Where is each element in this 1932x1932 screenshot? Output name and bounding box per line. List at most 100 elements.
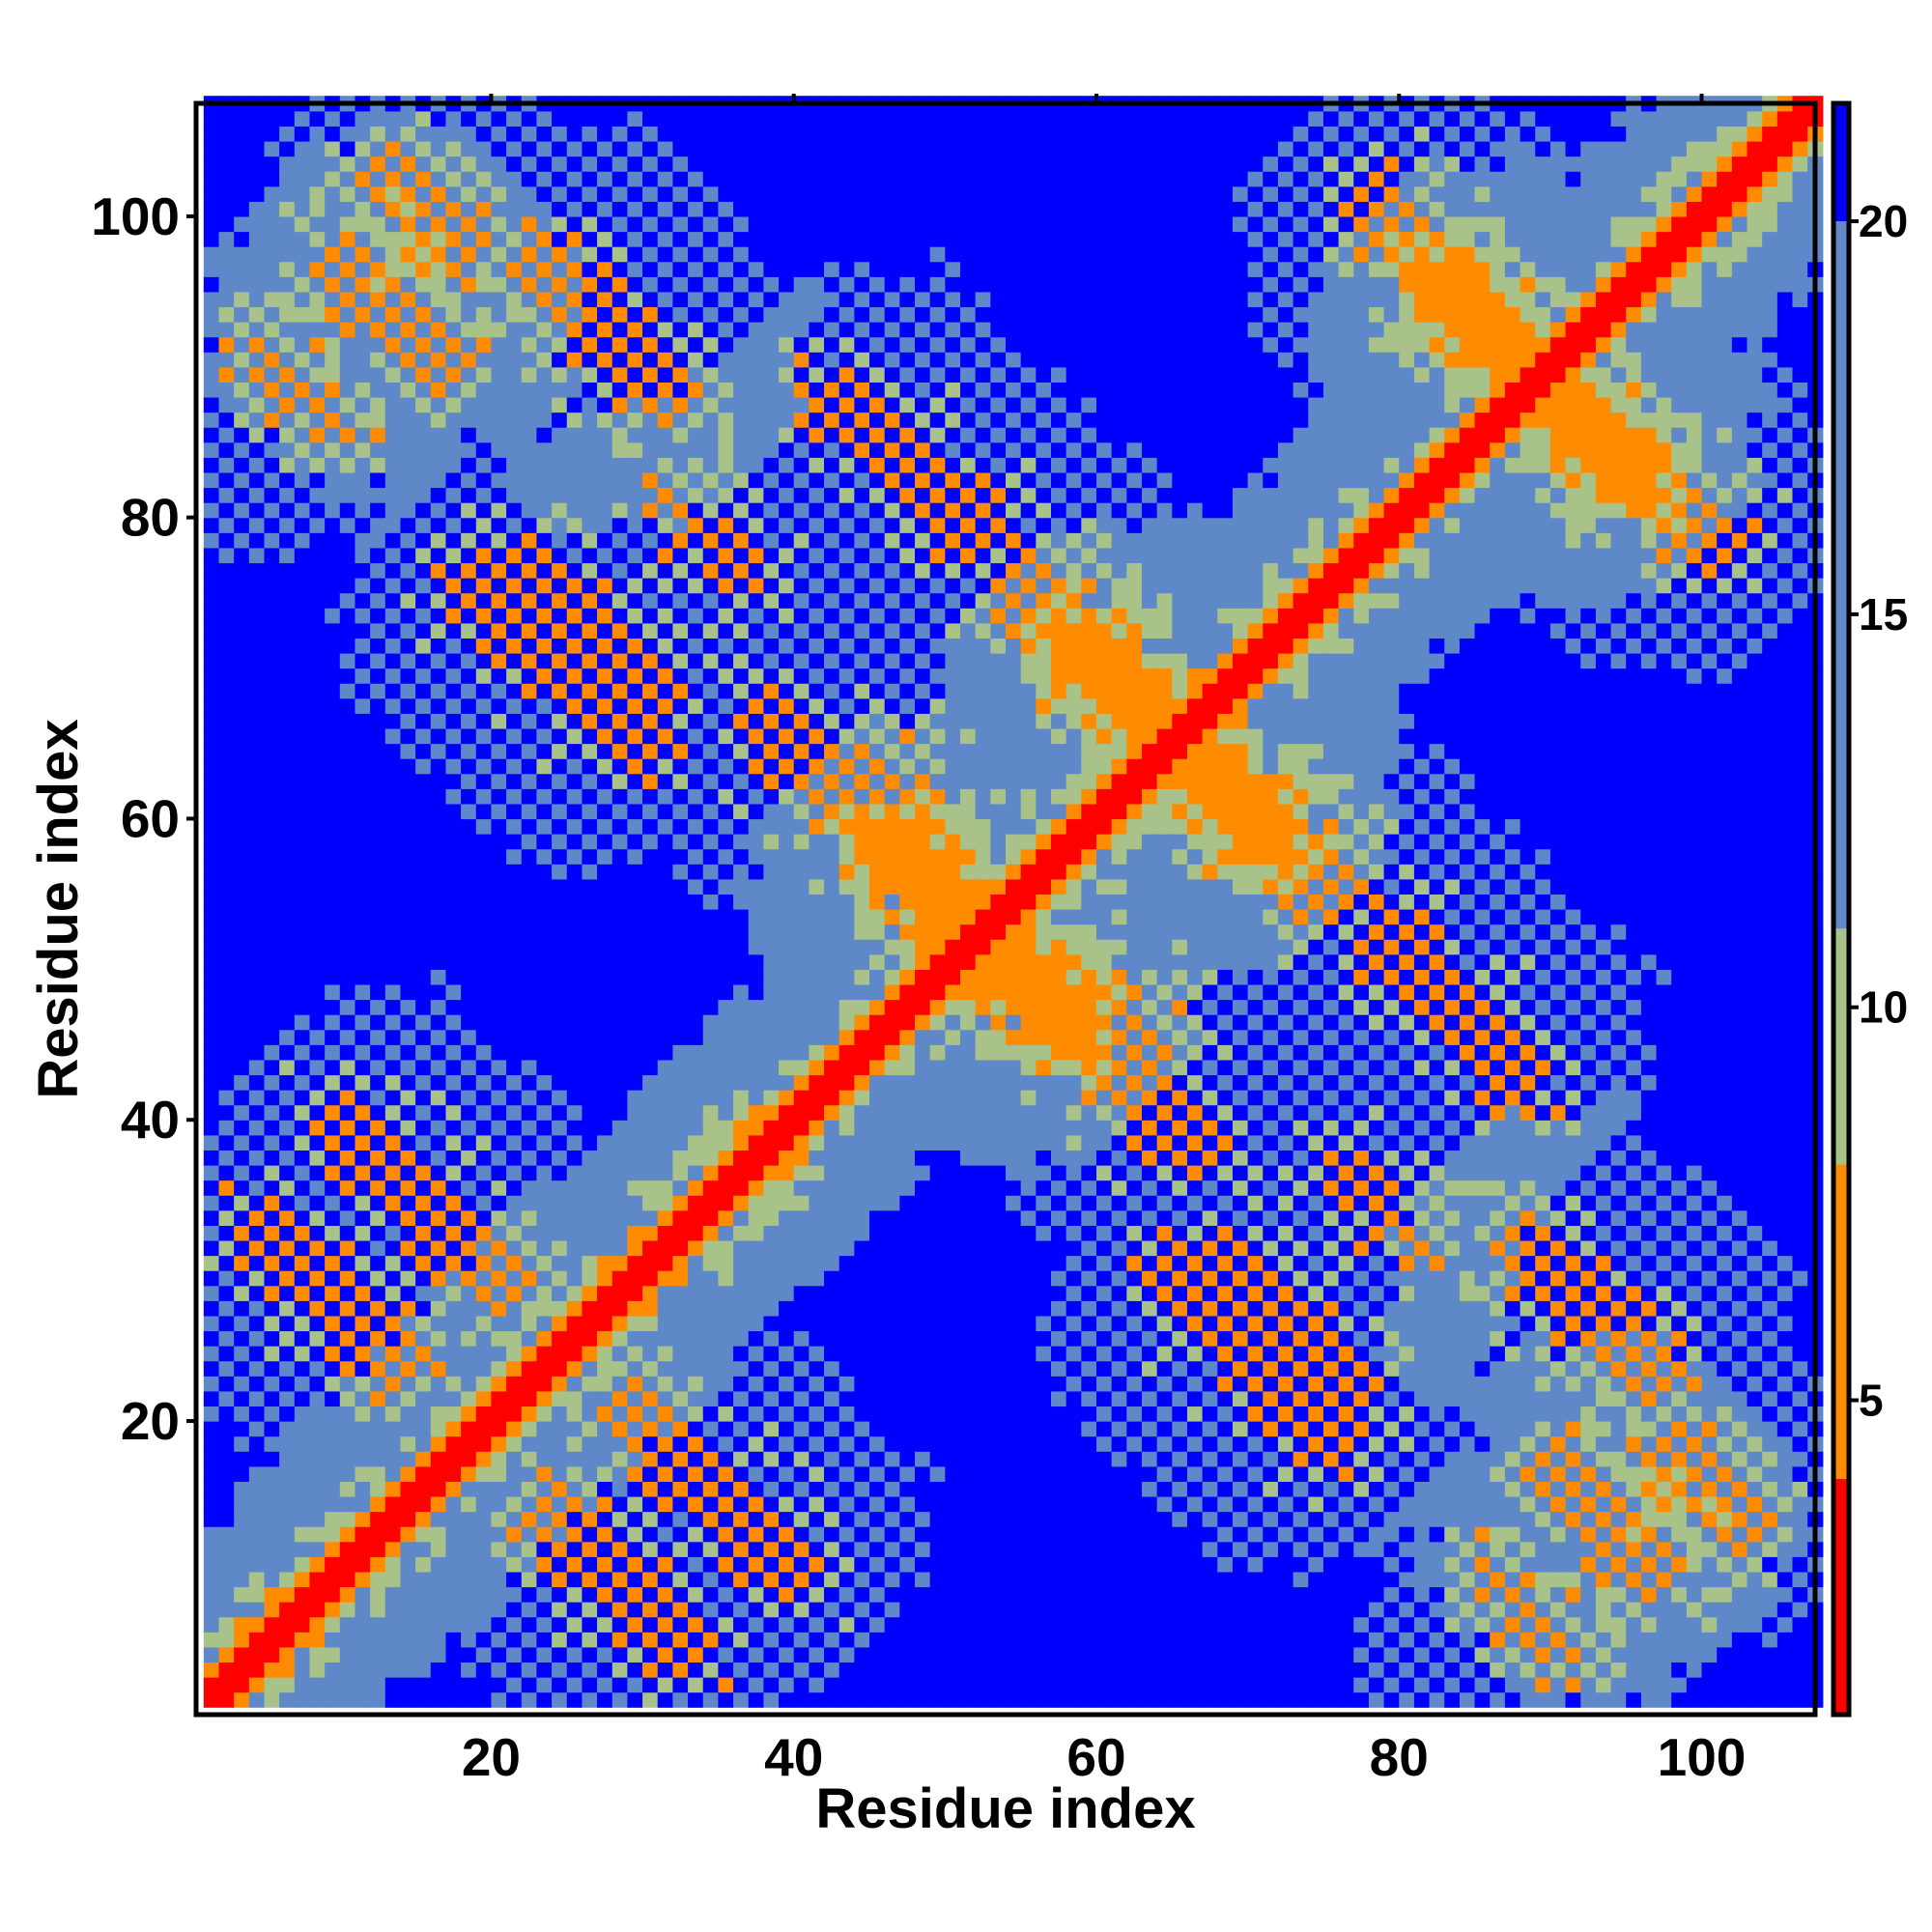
heatmap-cell <box>430 939 447 955</box>
heatmap-cell <box>279 999 296 1015</box>
heatmap-cell <box>430 1376 447 1392</box>
heatmap-cell <box>384 532 402 549</box>
heatmap-cell <box>294 1481 311 1497</box>
heatmap-cell <box>854 773 870 789</box>
heatmap-cell <box>203 1346 220 1362</box>
heatmap-cell <box>552 668 568 684</box>
heatmap-cell <box>748 834 764 850</box>
heatmap-cell <box>672 1406 689 1422</box>
heatmap-cell <box>838 1465 855 1482</box>
heatmap-cell <box>793 727 810 745</box>
heatmap-cell <box>702 818 719 835</box>
heatmap-cell <box>611 291 629 308</box>
heatmap-cell <box>309 1616 326 1633</box>
heatmap-cell <box>869 1602 886 1618</box>
heatmap-cell <box>838 1239 855 1257</box>
heatmap-cell <box>506 291 523 308</box>
heatmap-cell <box>325 1134 341 1151</box>
heatmap-cell <box>400 622 416 639</box>
heatmap-cell <box>248 818 266 835</box>
heatmap-cell <box>325 110 341 127</box>
heatmap-cell <box>566 215 583 233</box>
heatmap-cell <box>809 834 825 850</box>
heatmap-cell <box>445 1120 462 1136</box>
heatmap-cell <box>506 1255 523 1271</box>
heatmap-cell <box>566 878 583 895</box>
heatmap-cell <box>748 336 764 353</box>
heatmap-cell <box>627 1239 643 1257</box>
heatmap-cell <box>748 1662 764 1678</box>
heatmap-cell <box>611 1315 629 1332</box>
heatmap-cell <box>566 1691 583 1708</box>
heatmap-cell <box>294 126 311 142</box>
heatmap-cell <box>339 1270 356 1287</box>
heatmap-cell <box>415 1120 432 1136</box>
heatmap-cell <box>809 1225 825 1241</box>
heatmap-cell <box>838 1315 855 1332</box>
heatmap-cell <box>642 1571 659 1588</box>
heatmap-cell <box>461 1602 477 1618</box>
heatmap-cell <box>248 1541 266 1557</box>
heatmap-cell <box>854 1044 870 1061</box>
heatmap-cell <box>521 818 538 835</box>
heatmap-cell <box>370 1526 386 1543</box>
heatmap-cell <box>838 818 855 835</box>
heatmap-cell <box>294 336 311 353</box>
heatmap-cell <box>521 1315 538 1332</box>
heatmap-cell <box>748 1300 764 1317</box>
heatmap-cell <box>566 502 583 519</box>
heatmap-cell <box>869 652 886 669</box>
heatmap-cell <box>400 1616 416 1633</box>
heatmap-cell <box>566 427 583 443</box>
heatmap-cell <box>552 1556 568 1573</box>
heatmap-cell <box>702 1390 719 1407</box>
heatmap-cell <box>642 1255 659 1271</box>
heatmap-cell <box>506 1646 523 1663</box>
heatmap-cell <box>445 185 462 202</box>
heatmap-cell <box>748 382 764 398</box>
heatmap-cell <box>642 457 659 473</box>
heatmap-cell <box>611 1691 629 1708</box>
heatmap-cell <box>566 1150 583 1166</box>
heatmap-cell <box>779 532 795 549</box>
heatmap-cell <box>234 864 250 880</box>
heatmap-cell <box>445 1104 462 1121</box>
heatmap-cell <box>445 1481 462 1497</box>
heatmap-cell <box>854 1465 870 1482</box>
heatmap-cell <box>566 864 583 880</box>
heatmap-cell <box>869 322 886 338</box>
heatmap-cell <box>597 697 613 714</box>
heatmap-cell <box>718 1044 734 1061</box>
heatmap-cell <box>884 1677 900 1693</box>
heatmap-cell <box>884 1646 900 1663</box>
heatmap-cell <box>597 743 613 759</box>
heatmap-cell <box>854 578 870 594</box>
heatmap-cell <box>248 622 266 639</box>
heatmap-cell <box>521 1346 538 1362</box>
heatmap-cell <box>702 1346 719 1362</box>
heatmap-cell <box>355 803 371 820</box>
heatmap-cell <box>627 517 643 533</box>
heatmap-cell <box>521 1014 538 1031</box>
heatmap-cell <box>506 140 523 157</box>
heatmap-cell <box>627 1421 643 1437</box>
heatmap-cell <box>657 1300 673 1317</box>
heatmap-cell <box>733 336 750 353</box>
heatmap-cell <box>627 894 643 910</box>
heatmap-cell <box>838 215 855 233</box>
heatmap-cell <box>430 140 447 157</box>
heatmap-cell <box>521 864 538 880</box>
heatmap-cell <box>824 562 840 579</box>
heatmap-cell <box>461 818 477 835</box>
heatmap-cell <box>642 1541 659 1557</box>
heatmap-cell <box>733 1059 750 1076</box>
heatmap-cell <box>234 1346 250 1362</box>
heatmap-cell <box>824 1209 840 1226</box>
heatmap-cell <box>400 1165 416 1181</box>
heatmap-cell <box>234 953 250 970</box>
heatmap-cell <box>355 532 371 549</box>
heatmap-cell <box>218 306 235 323</box>
heatmap-cell <box>566 1511 583 1527</box>
heatmap-cell <box>672 396 689 413</box>
heatmap-cell <box>566 1556 583 1573</box>
